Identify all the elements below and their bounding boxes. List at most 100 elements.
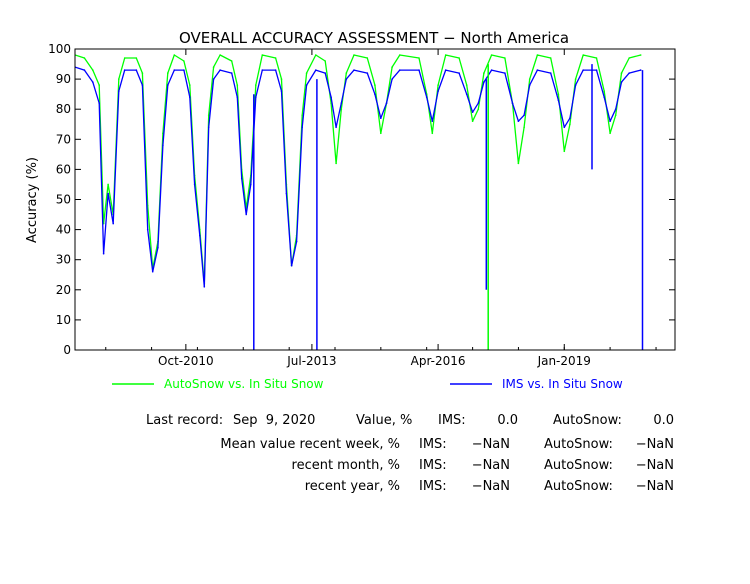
ims-data-point [212, 78, 215, 80]
ims-data-point [274, 69, 277, 71]
ims-data-point [92, 81, 94, 83]
ims-data-point [614, 108, 617, 110]
ims-data-point [330, 96, 332, 98]
y-tick-label: 10 [56, 313, 71, 327]
autosnow-legend-label: AutoSnow vs. In Situ Snow [164, 377, 324, 391]
ims-data-point [146, 228, 149, 231]
autosnow-data-point [628, 57, 630, 59]
accuracy-chart: OVERALL ACCURACY ASSESSMENT − North Amer… [25, 29, 676, 391]
row-label: Mean value recent week, % [220, 437, 400, 452]
ims-data-point [207, 126, 210, 129]
ims-data-point [374, 93, 376, 95]
autosnow-label: AutoSnow: [553, 413, 622, 428]
ims-data-point [112, 222, 114, 225]
autosnow-value: −NaN [635, 437, 674, 452]
autosnow-data-point [305, 72, 308, 74]
autosnow-data-point [123, 57, 126, 59]
autosnow-data-point [399, 54, 401, 56]
y-tick-label: 80 [56, 102, 71, 116]
ims-data-point [203, 286, 206, 288]
ims-data-point [255, 96, 257, 98]
autosnow-data-point [536, 54, 539, 56]
ims-data-point [141, 84, 144, 86]
stats-row-last-record: Last record: Sep 9, 2020 Value, % IMS: 0… [0, 413, 750, 431]
autosnow-data-point [471, 120, 474, 122]
autosnow-data-point [324, 60, 327, 62]
autosnow-data-point [563, 150, 566, 153]
ims-data-point [240, 177, 243, 180]
autosnow-data-point [557, 93, 560, 95]
ims-value: −NaN [471, 458, 510, 473]
ims-data-point [107, 192, 109, 195]
autosnow-data-point [141, 72, 144, 74]
autosnow-data-point [261, 54, 264, 56]
autosnow-data-point [98, 84, 100, 86]
ims-data-point [574, 84, 577, 86]
ims-data-point [471, 111, 474, 113]
ims-data-point [504, 72, 506, 74]
autosnow-data-point [458, 57, 460, 59]
autosnow-data-point [118, 78, 120, 80]
ims-data-point [189, 96, 191, 98]
x-tick-label: Jan-2019 [537, 354, 591, 368]
autosnow-label: AutoSnow: [544, 437, 613, 452]
autosnow-data-point [620, 72, 623, 74]
ims-data-point [639, 69, 642, 71]
ims-data-point [391, 78, 393, 80]
autosnow-data-point [614, 114, 617, 116]
ims-data-point [609, 120, 611, 122]
autosnow-data-point [335, 162, 337, 165]
ims-data-point [628, 72, 630, 74]
autosnow-data-point [639, 54, 642, 56]
ims-value: −NaN [471, 479, 510, 494]
autosnow-data-point [549, 57, 552, 59]
ims-data-point [118, 90, 120, 92]
autosnow-data-point [504, 57, 506, 59]
ims-data-point [102, 252, 105, 255]
ims-data-point [353, 69, 355, 71]
ims-data-point [385, 102, 388, 104]
ims-data-point [173, 69, 176, 71]
autosnow-data-point [444, 54, 447, 56]
autosnow-data-point [437, 84, 439, 86]
ims-data-point [335, 126, 337, 129]
ims-data-point [517, 120, 520, 122]
autosnow-data-point [315, 54, 317, 56]
autosnow-data-point [92, 69, 94, 71]
ims-data-point [437, 90, 439, 92]
autosnow-data-point [135, 57, 138, 59]
autosnow-data-point [167, 72, 169, 74]
last-record-date: Sep 9, 2020 [233, 413, 316, 428]
ims-data-point [511, 102, 514, 104]
autosnow-data-point [595, 57, 598, 59]
ims-data-point [528, 84, 531, 86]
stats-row-month: recent month, % IMS: −NaN AutoSnow: −NaN [0, 458, 750, 476]
ims-data-point [83, 69, 86, 71]
autosnow-data-point [353, 54, 355, 56]
ims-label: IMS: [438, 413, 466, 428]
autosnow-data-point [183, 60, 185, 62]
autosnow-data-point [255, 84, 257, 86]
ims-data-point [290, 264, 293, 267]
ims-data-point [620, 81, 623, 83]
autosnow-data-point [173, 54, 176, 56]
ims-data-point [523, 114, 525, 116]
stats-row-year: recent year, % IMS: −NaN AutoSnow: −NaN [0, 479, 750, 497]
y-tick-label: 70 [56, 132, 71, 146]
ims-data-point [167, 84, 169, 86]
ims-data-point [465, 93, 468, 95]
autosnow-data-point [603, 90, 605, 92]
ims-data-point [324, 72, 327, 74]
ims-data-point [305, 84, 308, 86]
autosnow-data-point [418, 57, 420, 59]
chart-title: OVERALL ACCURACY ASSESSMENT − North Amer… [179, 29, 569, 47]
ims-data-point [603, 96, 605, 98]
autosnow-data-point [609, 132, 611, 135]
ims-data-point [219, 69, 221, 71]
ims-data-point [477, 102, 480, 104]
ims-data-point [444, 69, 447, 71]
autosnow-data-point [274, 57, 277, 59]
y-tick-label: 60 [56, 162, 71, 176]
ims-data-point [98, 102, 100, 104]
ims-data-point [549, 72, 552, 74]
